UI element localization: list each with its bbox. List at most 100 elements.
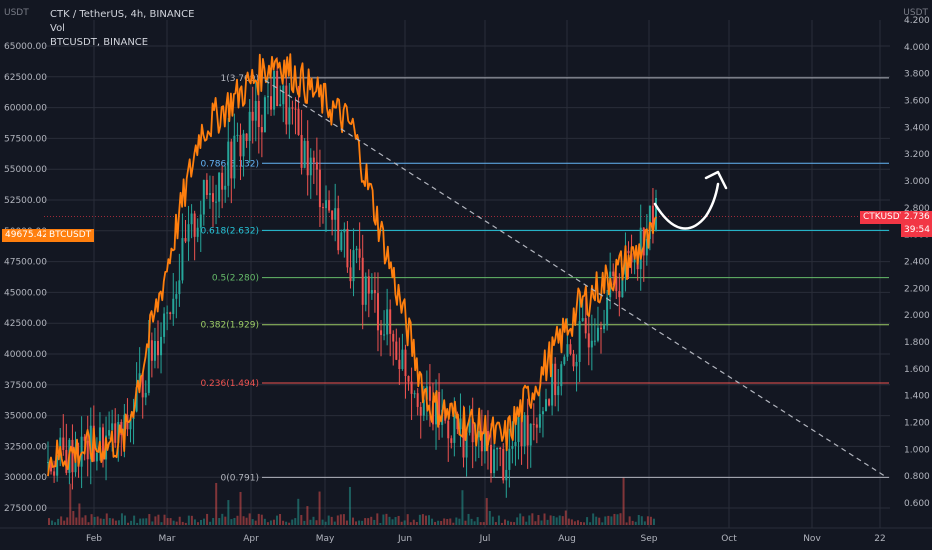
volume-bar <box>473 521 476 525</box>
volume-bar <box>558 515 561 525</box>
volume-bar <box>461 490 464 525</box>
ctk-candle-body <box>416 393 419 407</box>
ctk-candle-body <box>163 313 166 337</box>
ctk-candle-body <box>569 344 572 354</box>
btc-line-series <box>47 53 657 477</box>
ctk-candle-body <box>312 157 315 163</box>
ctk-candle-body <box>190 213 193 225</box>
ctk-candle-body <box>456 415 459 430</box>
overlay-symbol-label[interactable]: BTCUSDT, BINANCE <box>50 37 149 48</box>
volume-indicator-label[interactable]: Vol <box>50 23 65 34</box>
volume-bar <box>418 514 421 525</box>
arrow-head <box>704 170 728 190</box>
ctk-candle-body <box>294 108 297 110</box>
volume-bar <box>69 483 72 525</box>
volume-bar <box>531 513 534 525</box>
ctk-price-badge: 2.736 <box>901 211 932 224</box>
ctk-candle-body <box>505 469 508 481</box>
ctk-candle-body <box>138 373 141 388</box>
volume-bar <box>494 522 497 525</box>
ctk-candle-body <box>218 172 221 202</box>
fibonacci-retracement[interactable]: 1(3.769) 0.786(3.132) 0.618(2.632) 0.5(2.28… <box>44 74 890 484</box>
ctk-candle-body <box>581 318 584 322</box>
ctk-candle-body <box>615 276 618 292</box>
volume-bar <box>586 517 589 525</box>
volume-bar <box>497 515 500 525</box>
ctk-candle-body <box>529 423 532 446</box>
volume-bar <box>206 513 209 525</box>
ctk-candle-body <box>651 205 654 230</box>
ctk-candle-body <box>435 391 438 425</box>
ctk-candle-body <box>361 257 364 305</box>
ctk-candle-body <box>254 100 257 121</box>
volume-bar <box>200 519 202 525</box>
ctk-candle-body <box>62 437 65 450</box>
ctk-candle-body <box>144 392 147 398</box>
volume-bar <box>567 518 570 525</box>
projection-arrow[interactable] <box>653 170 728 230</box>
ctk-candle-body <box>398 359 401 370</box>
volume-bar <box>649 516 652 525</box>
volume-bar <box>266 522 269 525</box>
ctk-candle-body <box>175 294 178 299</box>
ctk-candle-body <box>606 297 609 326</box>
ctk-candle-body <box>178 280 181 295</box>
ctk-candle-body <box>566 344 569 357</box>
symbol-title[interactable]: CTK / TetherUS, 4h, BINANCE <box>50 9 195 20</box>
volume-bar <box>604 516 607 525</box>
volume-bar <box>625 522 628 525</box>
volume-bar <box>203 518 206 525</box>
volume-bar <box>272 519 275 525</box>
volume-bar <box>364 518 367 525</box>
volume-bar <box>634 521 637 525</box>
ctk-candle-body <box>468 418 471 433</box>
volume-bar <box>485 498 488 525</box>
volume-bar <box>145 518 148 525</box>
ctk-candle-body <box>285 85 288 125</box>
volume-bar <box>84 515 87 525</box>
ctk-candle-body <box>248 111 251 141</box>
dashed-trendline[interactable] <box>264 79 886 477</box>
volume-bar <box>537 515 540 525</box>
ctk-candle-body <box>459 418 462 430</box>
ctk-candle-body <box>95 452 98 462</box>
ctk-candle-body <box>291 107 294 109</box>
volume-bar <box>367 518 370 525</box>
ctk-candle-body <box>395 341 398 360</box>
volume-bar <box>175 521 178 525</box>
volume-bar <box>443 518 446 525</box>
volume-bar <box>449 518 452 525</box>
ctk-candle-body <box>83 436 86 441</box>
ctk-candle-body <box>340 232 343 251</box>
volume-bar <box>388 516 391 525</box>
volume-bar <box>224 516 227 525</box>
fib-level-label: 0.786(3.132) <box>200 159 259 169</box>
ctk-candle-body <box>270 96 273 110</box>
right-tick-label: 3.200 <box>904 150 930 160</box>
ctk-candle-body <box>135 387 138 412</box>
right-tick-label: 0.800 <box>904 472 930 482</box>
volume-bar <box>601 522 604 525</box>
left-tick-label: 40000.00 <box>4 350 47 360</box>
ctk-candle-body <box>419 406 422 416</box>
volume-bar <box>212 518 215 525</box>
volume-bar <box>540 520 543 525</box>
ctk-candle-body <box>245 133 248 141</box>
fib-level-label: 0.236(1.494) <box>200 379 259 389</box>
volume-bar <box>455 517 458 525</box>
volume-bar <box>607 515 610 525</box>
ctk-candle-body <box>386 309 389 335</box>
volume-bar <box>434 521 437 525</box>
volume-bar <box>491 516 494 525</box>
volume-bar <box>294 518 297 525</box>
ctk-candle-body <box>517 417 520 443</box>
fib-level-label: 1(3.769) <box>220 74 259 84</box>
ctk-candle-body <box>279 104 282 107</box>
volume-bar <box>157 514 160 525</box>
ctk-candle-body <box>453 415 456 443</box>
ctk-candle-body <box>639 227 642 270</box>
left-tick-label: 60000.00 <box>4 104 47 114</box>
x-tick-label: Apr <box>243 534 259 544</box>
volume-bar <box>583 522 586 525</box>
